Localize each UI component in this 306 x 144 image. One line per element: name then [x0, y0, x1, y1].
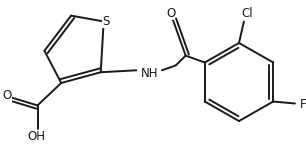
- Text: NH: NH: [141, 67, 159, 80]
- Text: Cl: Cl: [241, 7, 253, 20]
- Text: S: S: [102, 15, 109, 28]
- Text: OH: OH: [28, 130, 46, 143]
- Text: O: O: [2, 89, 12, 102]
- Text: O: O: [166, 7, 175, 20]
- Text: F: F: [300, 98, 306, 111]
